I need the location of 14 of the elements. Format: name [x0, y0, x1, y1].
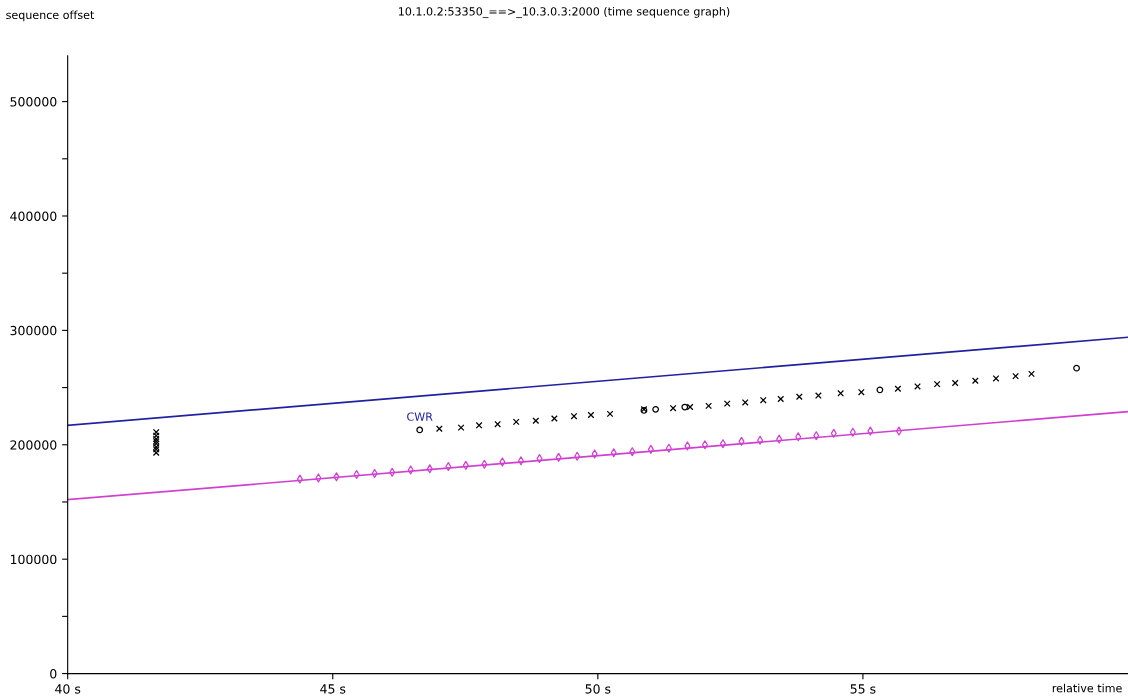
y-tick-label: 200000	[10, 440, 57, 450]
annotation: CWR	[407, 412, 433, 421]
y-tick-label: 400000	[10, 211, 57, 221]
x-tick-label: 40 s	[55, 684, 81, 694]
x-axis-title: relative time	[1052, 683, 1122, 693]
y-tick-label: 100000	[10, 554, 57, 565]
x-tick-label: 55 s	[850, 684, 876, 694]
y-tick-label: 500000	[10, 97, 57, 107]
y-tick-label: 0	[50, 669, 57, 679]
y-axis-title: sequence offset	[6, 10, 95, 22]
chart-title: 10.1.0.2:53350_==>_10.3.0.3:2000 (time sequence graph)	[398, 6, 730, 19]
x-tick-label: 50 s	[585, 684, 611, 694]
y-tick-label: 300000	[10, 325, 57, 336]
x-tick-label: 45 s	[320, 684, 346, 694]
